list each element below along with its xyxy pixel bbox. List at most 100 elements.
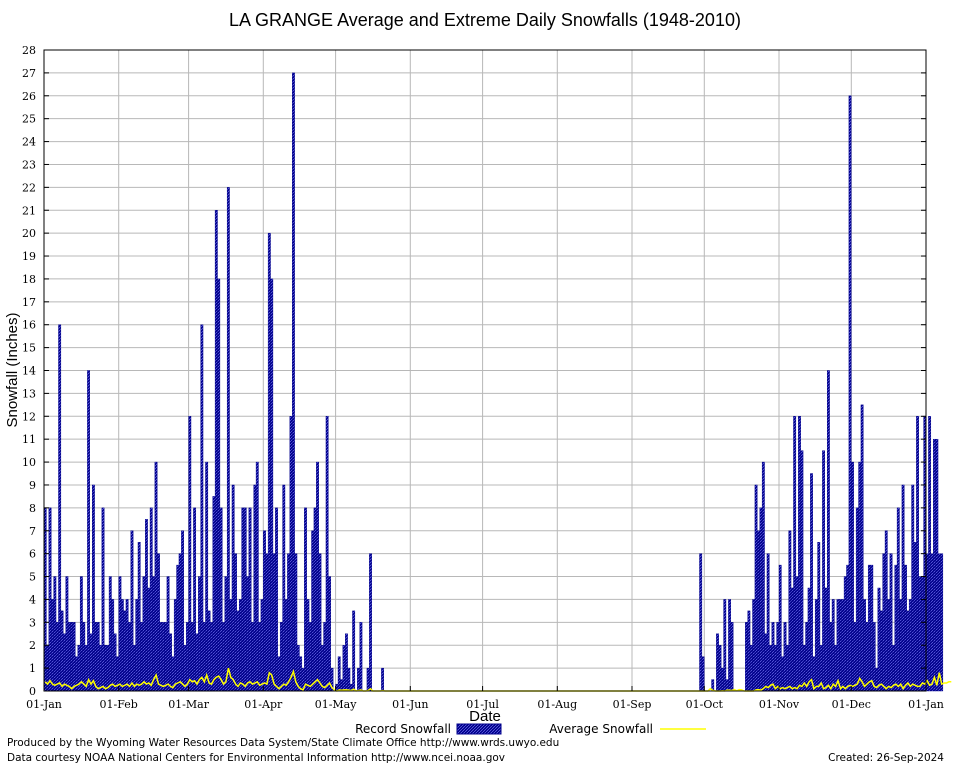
record-bar — [359, 622, 363, 692]
record-bar — [807, 587, 811, 692]
record-bar — [123, 610, 127, 692]
record-bar — [778, 564, 782, 692]
record-bar — [176, 564, 180, 692]
record-bar — [108, 576, 112, 692]
record-bar — [299, 656, 303, 692]
record-bar — [157, 553, 160, 692]
record-bar — [253, 484, 257, 692]
x-tick-label: 01-Jan — [908, 698, 944, 711]
record-bar — [145, 519, 148, 692]
record-bar — [795, 576, 799, 692]
record-bar — [135, 599, 139, 692]
record-bar — [246, 576, 250, 692]
record-bar — [185, 622, 189, 692]
record-bar — [94, 622, 98, 692]
y-tick-label: 26 — [22, 90, 36, 103]
record-bar — [267, 232, 271, 692]
y-tick-label: 21 — [22, 204, 36, 217]
record-bar — [65, 576, 69, 692]
record-bar — [226, 187, 230, 692]
record-bar — [880, 610, 883, 692]
record-bar — [294, 553, 298, 692]
record-bar — [251, 622, 254, 692]
record-bar — [894, 564, 898, 692]
record-bar — [896, 507, 900, 692]
record-bar — [106, 645, 110, 692]
record-bar — [913, 541, 917, 692]
record-bar — [241, 507, 245, 692]
record-bar — [904, 564, 907, 692]
y-tick-label: 10 — [22, 456, 36, 469]
record-bar — [308, 622, 312, 692]
x-tick-label: 01-Jul — [466, 698, 499, 711]
record-bar — [159, 622, 163, 692]
record-bar — [263, 530, 266, 692]
record-bar — [754, 484, 758, 692]
record-bar — [865, 622, 869, 692]
record-bar — [908, 599, 912, 692]
record-bar — [340, 679, 344, 692]
record-bar — [325, 416, 329, 692]
x-tick-label: 01-Apr — [244, 698, 283, 711]
record-bar — [899, 599, 903, 692]
x-tick-label: 01-Aug — [537, 698, 577, 711]
record-bar — [79, 576, 83, 692]
record-bar — [212, 496, 216, 692]
record-bar — [906, 610, 910, 692]
record-bar — [270, 278, 274, 692]
footer-created: Created: 26-Sep-2024 — [828, 752, 944, 764]
record-bar — [884, 530, 888, 692]
x-tick-label: 01-Feb — [100, 698, 138, 711]
y-tick-label: 11 — [22, 433, 36, 446]
record-bar — [836, 599, 840, 692]
record-bar — [863, 599, 866, 692]
record-bar — [911, 484, 915, 692]
record-bar — [759, 507, 763, 692]
record-bar — [901, 484, 905, 692]
record-bar — [99, 645, 103, 692]
y-tick-label: 22 — [22, 181, 36, 194]
record-bar — [867, 564, 871, 692]
record-bar — [70, 622, 74, 692]
record-bar — [810, 473, 813, 692]
record-bar — [352, 610, 356, 692]
record-bar — [306, 599, 310, 692]
record-bar — [125, 599, 129, 692]
record-bar — [128, 622, 131, 692]
record-bar — [870, 564, 874, 692]
record-bar — [718, 645, 722, 692]
record-bar — [716, 633, 719, 692]
y-tick-label: 28 — [22, 44, 36, 57]
record-bar — [164, 622, 168, 692]
record-bar — [699, 553, 703, 692]
record-bar — [381, 667, 384, 692]
record-bar — [928, 416, 932, 692]
record-bar — [63, 633, 66, 692]
legend-swatch-record — [456, 723, 502, 735]
record-bar — [96, 622, 100, 692]
y-axis-ticks: 0123456789101112131415161718192021222324… — [22, 44, 926, 698]
record-bar — [193, 507, 197, 692]
record-bar — [872, 622, 876, 692]
record-bar — [284, 599, 288, 692]
record-bar — [282, 484, 286, 692]
record-bar — [101, 507, 105, 692]
record-bar — [311, 530, 315, 692]
record-bar — [260, 599, 264, 692]
y-tick-label: 7 — [29, 525, 36, 538]
record-bar — [137, 541, 141, 692]
record-bar — [920, 576, 924, 692]
record-bar — [234, 553, 237, 692]
record-bar — [154, 461, 158, 692]
record-bar — [265, 553, 269, 692]
record-bar — [188, 416, 192, 692]
record-bar — [793, 416, 797, 692]
record-bar — [752, 599, 756, 692]
record-bar — [728, 599, 732, 692]
record-bar — [82, 622, 86, 692]
record-bar — [111, 599, 115, 692]
record-bar — [304, 507, 307, 692]
x-axis-label: Date — [469, 708, 501, 725]
y-tick-label: 6 — [29, 548, 36, 561]
